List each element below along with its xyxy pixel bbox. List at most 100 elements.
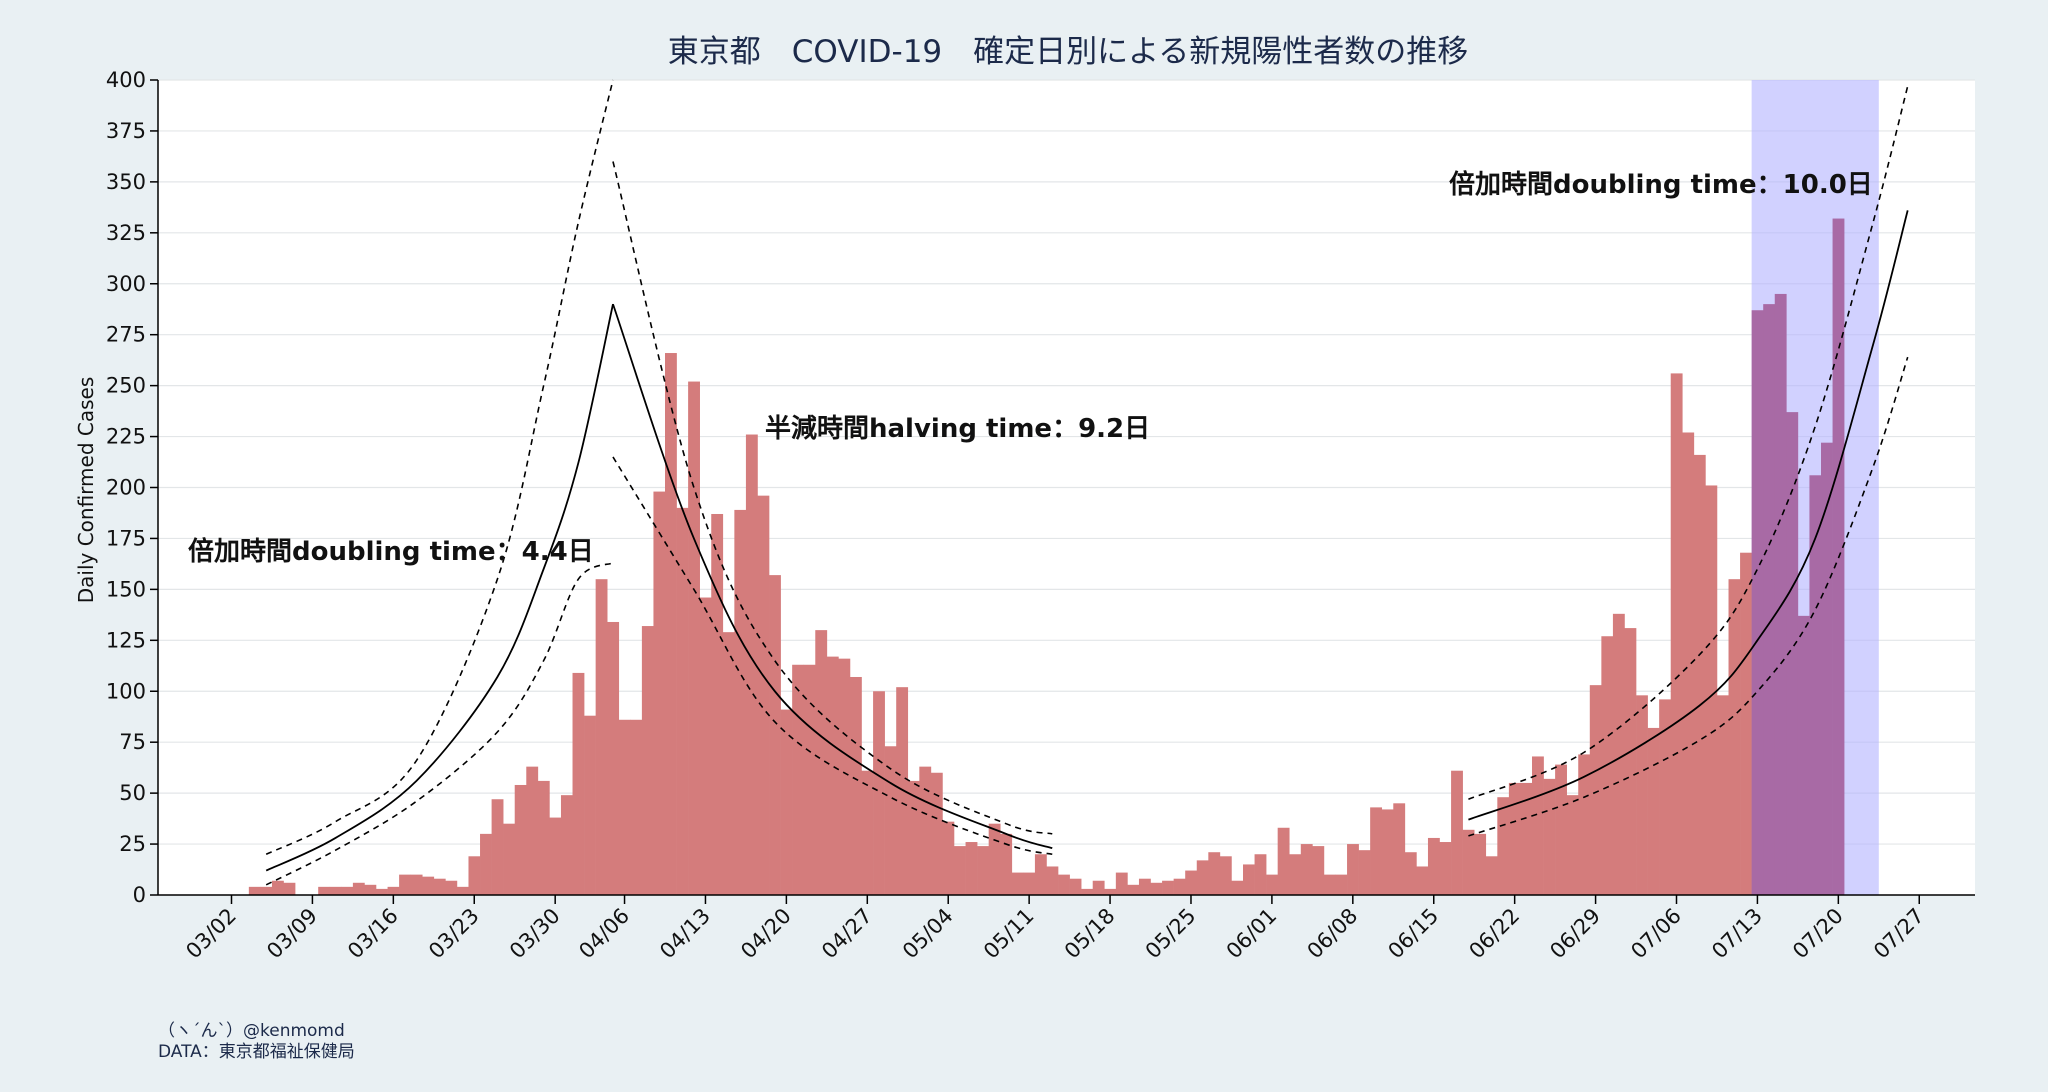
fit-lower-ci-halving <box>612 456 1053 856</box>
x-tick-label: 07/13 <box>1707 904 1767 964</box>
x-tick-label: 04/27 <box>817 904 877 964</box>
x-tick-label: 03/16 <box>343 904 403 964</box>
bar <box>1358 850 1371 895</box>
bar <box>1543 778 1556 895</box>
y-tick-label: 175 <box>106 526 146 550</box>
fit-lower-ci-doubling_2 <box>1468 356 1909 837</box>
bar <box>1636 695 1648 895</box>
bar <box>1693 454 1706 895</box>
bar <box>1763 304 1776 895</box>
bar <box>1266 874 1278 895</box>
bar <box>1485 856 1498 895</box>
bar <box>1555 764 1567 895</box>
bar <box>1115 872 1128 895</box>
y-tick-label: 275 <box>106 323 146 347</box>
bar <box>711 513 724 895</box>
bar <box>1277 827 1290 895</box>
bar <box>1173 878 1186 895</box>
x-ticks: 03/02 03/09 03/16 03/23 03/30 04/06 04/13 04/20… <box>181 895 1929 963</box>
bar <box>503 823 516 895</box>
bar <box>1023 872 1036 895</box>
bar <box>1127 884 1140 895</box>
bar <box>803 664 816 895</box>
bar <box>745 434 758 895</box>
bar <box>364 884 377 895</box>
fit-upper-ci-halving <box>612 161 1053 835</box>
bar <box>248 886 261 895</box>
chart-title: 東京都 COVID-19 確定日別による新規陽性者数の推移 <box>668 34 1468 70</box>
bar <box>584 715 596 895</box>
bar <box>815 630 828 895</box>
y-tick-label: 325 <box>106 221 146 245</box>
bar <box>1728 579 1741 895</box>
y-tick-label: 125 <box>106 628 146 652</box>
bar <box>780 709 793 895</box>
bar <box>1740 552 1752 895</box>
bar <box>1393 803 1406 895</box>
y-axis-label: Daily Confirmed Cases <box>74 377 98 604</box>
fit-line-doubling_2 <box>1468 210 1909 821</box>
bar <box>769 575 781 895</box>
y-tick-label: 200 <box>106 476 146 500</box>
bar <box>1138 878 1151 895</box>
bar <box>896 687 909 895</box>
bar <box>688 381 700 895</box>
bar <box>1520 782 1533 895</box>
bar <box>1254 854 1267 895</box>
x-tick-label: 07/06 <box>1626 904 1686 964</box>
bar <box>1647 727 1660 895</box>
bar <box>1786 412 1799 895</box>
bar <box>399 874 411 895</box>
bar <box>1034 854 1047 895</box>
bar <box>792 664 805 895</box>
fit-upper-ci-doubling_2 <box>1468 85 1909 800</box>
bar <box>1659 699 1672 895</box>
bar <box>1058 874 1070 895</box>
bar <box>1508 782 1521 895</box>
bar <box>352 882 365 895</box>
bar <box>329 886 342 895</box>
bar <box>1289 854 1302 895</box>
y-tick-label: 250 <box>106 374 146 398</box>
y-tick-label: 25 <box>119 832 146 856</box>
x-tick-label: 05/04 <box>898 904 958 964</box>
bar <box>1370 807 1383 895</box>
bar <box>849 676 862 895</box>
bar <box>595 579 608 895</box>
bar <box>514 784 527 895</box>
x-tick-label: 05/25 <box>1141 904 1201 964</box>
x-tick-label: 03/30 <box>505 904 565 964</box>
y-tick-label: 400 <box>106 68 146 92</box>
bar <box>283 882 296 895</box>
bar <box>1000 833 1013 895</box>
fit-line-halving <box>612 303 1053 849</box>
bar <box>641 626 654 895</box>
bar <box>1589 685 1602 895</box>
bar <box>907 780 920 895</box>
bar <box>456 886 469 895</box>
bar <box>468 856 481 895</box>
bar <box>722 632 735 895</box>
bar <box>873 691 885 895</box>
x-tick-label: 05/11 <box>979 904 1039 964</box>
bar <box>376 888 388 895</box>
bar <box>1797 615 1810 895</box>
bar <box>977 846 989 895</box>
x-tick-label: 06/01 <box>1222 904 1282 964</box>
bar <box>861 770 874 895</box>
x-tick-label: 03/02 <box>181 904 241 964</box>
bar <box>1150 882 1163 895</box>
annotation-doubling-1: 倍加時間doubling time：4.4日 <box>188 536 594 567</box>
bar <box>1705 485 1718 895</box>
x-tick-label: 03/09 <box>262 904 322 964</box>
bar <box>560 795 573 895</box>
bar <box>1046 866 1059 895</box>
bar <box>1416 866 1429 895</box>
x-tick-label: 06/08 <box>1303 904 1363 964</box>
bar <box>1081 888 1094 895</box>
bar <box>665 353 677 895</box>
bar <box>1624 628 1637 895</box>
bar <box>1497 797 1510 895</box>
x-tick-label: 07/27 <box>1869 904 1929 964</box>
